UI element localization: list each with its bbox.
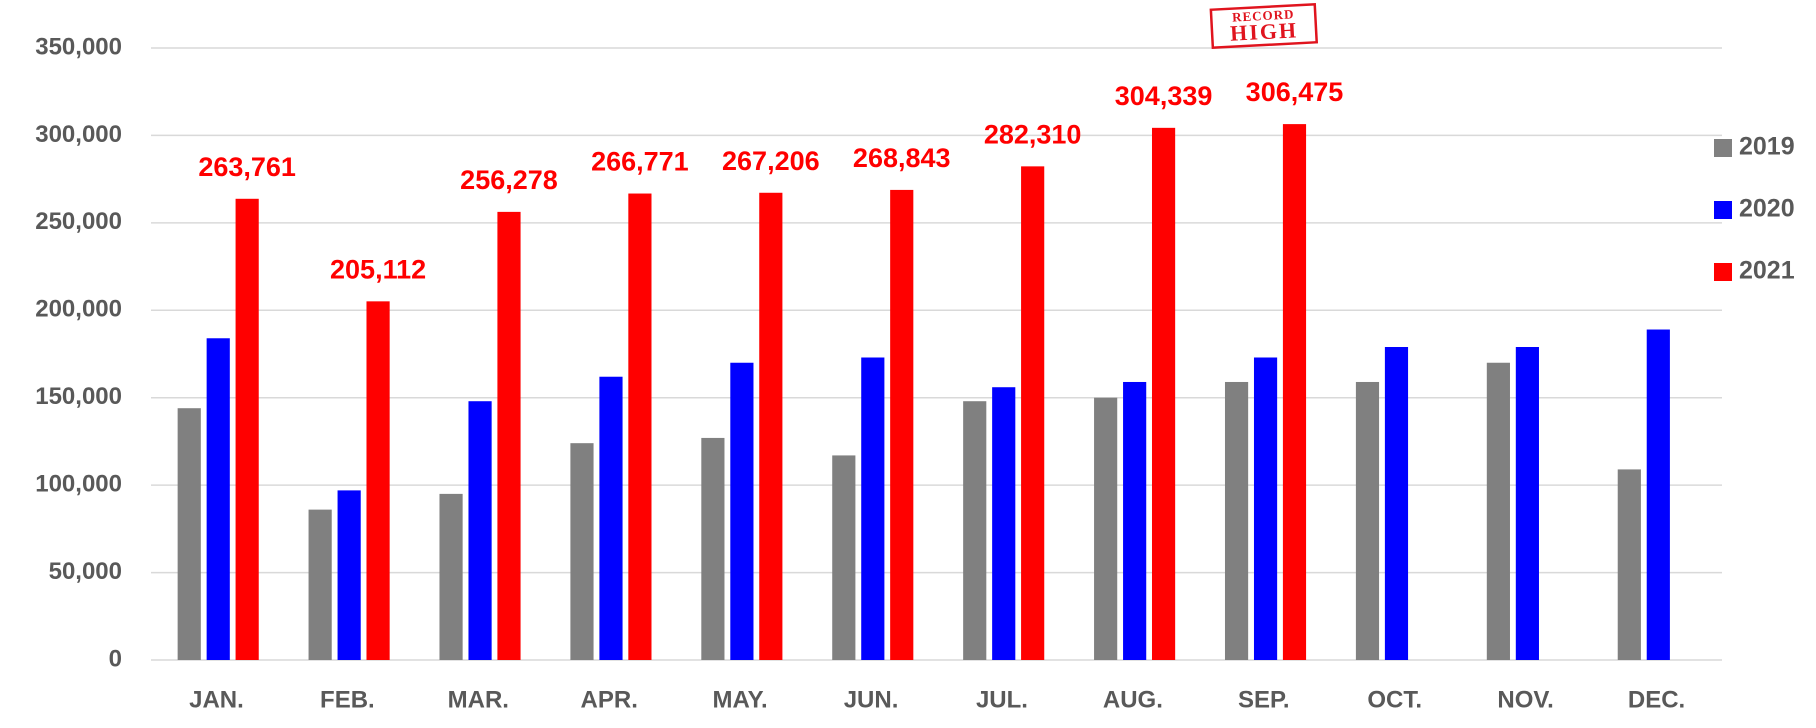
legend-label: 2020 [1739, 195, 1795, 223]
bar [1355, 381, 1380, 660]
x-tick-label: DEC. [1628, 686, 1685, 713]
bar [308, 509, 332, 660]
data-label: 256,278 [460, 165, 558, 195]
y-tick-label: 50,000 [49, 558, 122, 585]
data-label: 205,112 [330, 254, 426, 284]
bar [337, 490, 361, 660]
y-tick-label: 250,000 [35, 208, 122, 235]
legend-swatch [1714, 263, 1732, 281]
data-label: 268,843 [853, 143, 951, 173]
bar [599, 376, 623, 660]
bar [1021, 166, 1045, 661]
bar [235, 198, 259, 660]
bar [861, 357, 885, 660]
bar [730, 362, 754, 660]
bar [468, 401, 492, 660]
bar [366, 301, 390, 660]
bar [206, 338, 230, 660]
bar [963, 401, 987, 660]
x-tick-label: SEP. [1238, 686, 1290, 713]
y-tick-label: 100,000 [35, 470, 122, 497]
stamp-text: RECORD [1232, 6, 1295, 24]
bar [439, 493, 463, 660]
x-tick-label: MAR. [448, 686, 509, 713]
bar [628, 193, 652, 660]
x-tick-label: NOV. [1497, 686, 1553, 713]
legend-label: 2019 [1739, 133, 1795, 161]
y-tick-label: 350,000 [35, 33, 122, 60]
bar [1224, 381, 1249, 660]
y-tick-label: 0 [109, 645, 122, 672]
bar [1617, 469, 1641, 660]
bar [1151, 127, 1176, 660]
x-tick-label: JAN. [189, 686, 244, 713]
bar [497, 211, 521, 660]
data-label: 266,771 [591, 147, 689, 177]
x-tick-label: APR. [581, 686, 638, 713]
bar [1646, 329, 1670, 660]
data-label: 304,339 [1115, 81, 1213, 111]
legend-swatch [1714, 201, 1732, 219]
x-tick-label: OCT. [1367, 686, 1422, 713]
bar [701, 437, 725, 660]
bar [1253, 357, 1278, 660]
bar [177, 408, 201, 660]
bar [759, 192, 783, 660]
bar [890, 189, 914, 660]
y-tick-label: 300,000 [35, 121, 122, 148]
data-label: 306,475 [1246, 77, 1344, 107]
bar [992, 387, 1016, 660]
bar [832, 455, 856, 660]
legend-swatch [1714, 139, 1732, 157]
bar [1282, 124, 1307, 661]
x-tick-label: FEB. [320, 686, 375, 713]
y-tick-label: 150,000 [35, 383, 122, 410]
bar [1094, 397, 1118, 660]
data-label: 282,310 [984, 119, 1082, 149]
x-tick-label: JUL. [976, 686, 1028, 713]
bar [1486, 362, 1510, 660]
bar [1123, 381, 1147, 660]
x-tick-label: JUN. [844, 686, 899, 713]
bar [1515, 347, 1539, 660]
stamp-text: HIGH [1230, 17, 1299, 46]
stamp-border [1209, 2, 1319, 50]
x-tick-label: MAY. [713, 686, 768, 713]
data-label: 267,206 [722, 146, 820, 176]
x-tick-label: AUG. [1103, 686, 1163, 713]
data-label: 263,761 [198, 152, 296, 182]
bar [1384, 347, 1409, 660]
y-tick-label: 200,000 [35, 296, 122, 323]
legend-label: 2021 [1739, 257, 1795, 285]
bar [570, 443, 594, 660]
